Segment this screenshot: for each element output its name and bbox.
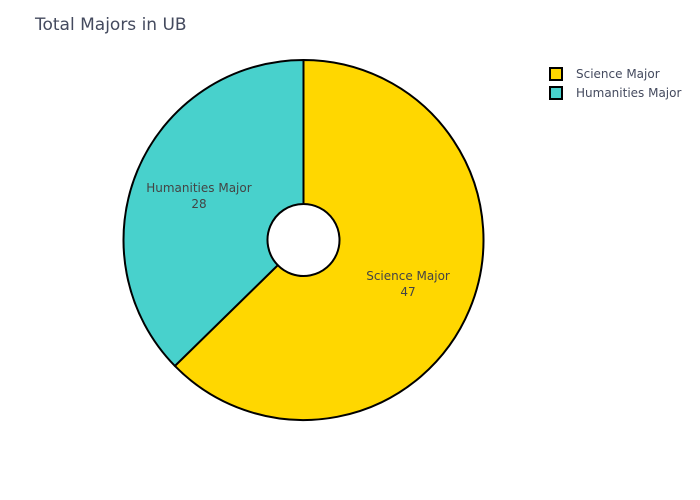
legend: Science Major Humanities Major [549, 67, 681, 100]
pie-slice-humanities-major[interactable] [122, 59, 305, 367]
legend-swatch-humanities-major [549, 86, 563, 100]
legend-label-science-major: Science Major [576, 67, 660, 81]
pie-slice-science-major[interactable] [173, 59, 485, 421]
legend-item-science-major[interactable]: Science Major [549, 67, 660, 81]
legend-item-humanities-major[interactable]: Humanities Major [549, 86, 681, 100]
pie-slice-labels: Science Major 47 Humanities Major 28 [146, 181, 450, 299]
legend-swatch-science-major [549, 67, 563, 81]
pie-slices [122, 59, 485, 421]
slice-label-science-major: Science Major [366, 269, 450, 283]
slice-label-humanities-major: Humanities Major [146, 181, 251, 195]
slice-value-science-major: 47 [400, 285, 415, 299]
legend-label-humanities-major: Humanities Major [576, 86, 681, 100]
slice-value-humanities-major: 28 [191, 197, 206, 211]
chart-title: Total Majors in UB [34, 15, 187, 35]
